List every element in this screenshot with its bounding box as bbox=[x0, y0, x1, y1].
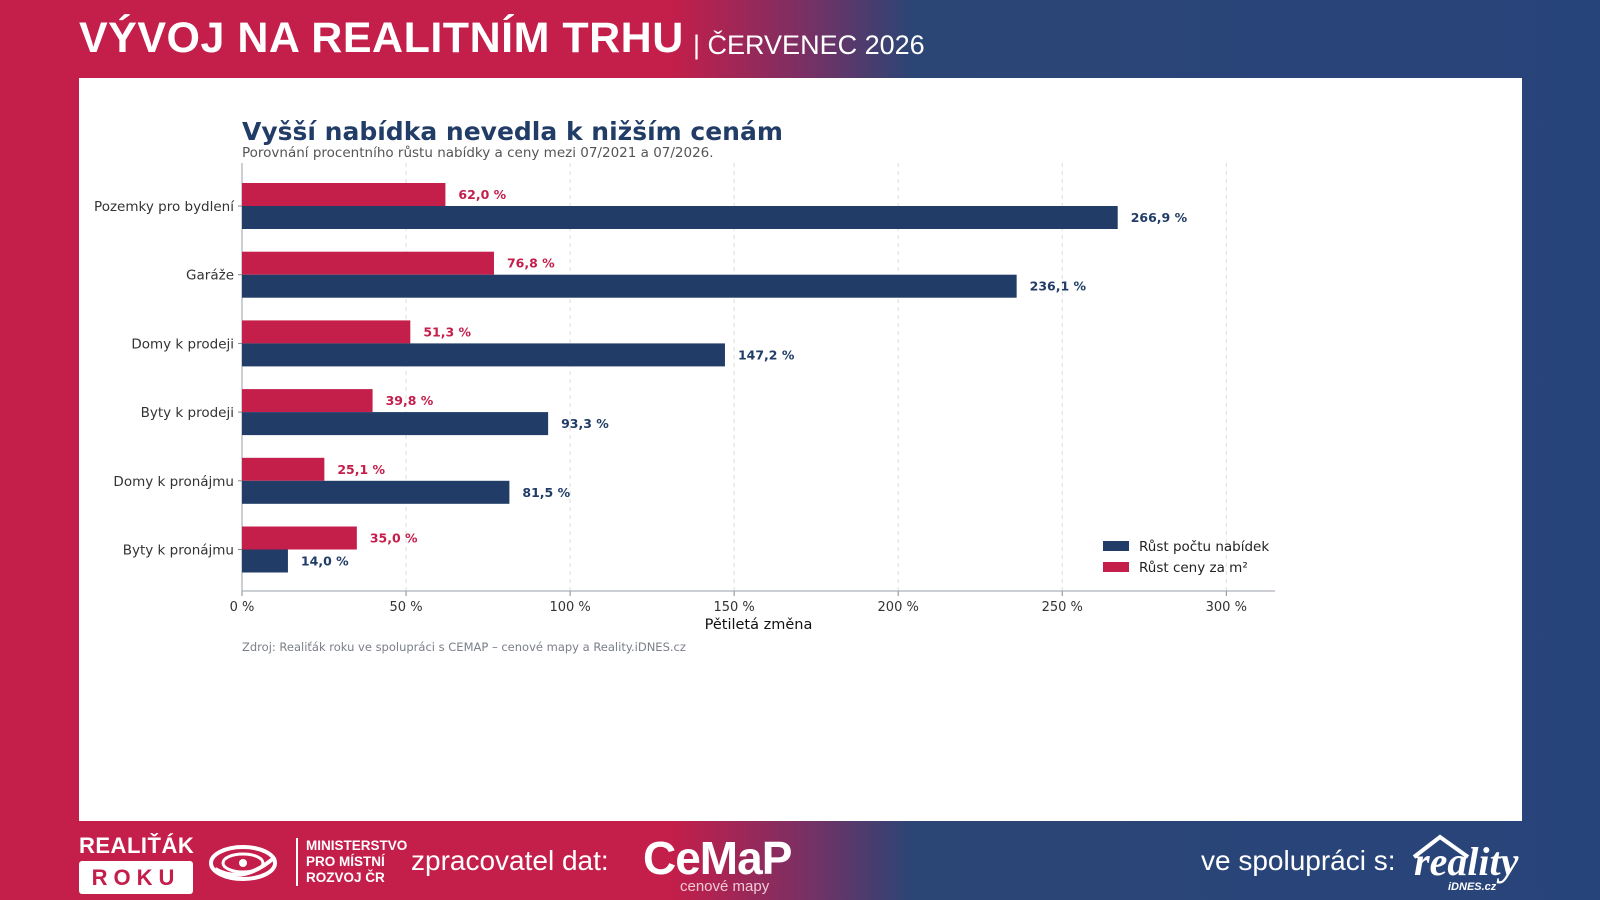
data-label-price: 76,8 % bbox=[507, 256, 555, 271]
report-date: ČERVENEC 2026 bbox=[707, 30, 925, 60]
data-label-price: 39,8 % bbox=[386, 393, 434, 408]
x-tick-label: 300 % bbox=[1206, 600, 1247, 615]
data-processor-label: zpracovatel dat: bbox=[411, 845, 609, 876]
bar-offers-growth bbox=[242, 480, 510, 504]
cemap-tagline: cenové mapy bbox=[680, 878, 770, 895]
bar-price-growth bbox=[242, 320, 411, 344]
ministry-logo-icon bbox=[209, 845, 277, 881]
category-label: Domy k pronájmu bbox=[113, 474, 234, 490]
ministry-name: MINISTERSTVO PRO MÍSTNÍ ROZVOJ ČR bbox=[296, 838, 407, 886]
realitak-badge-title: REALIŤÁK bbox=[79, 833, 195, 858]
chart-subtitle: Porovnání procentního růstu nabídky a ce… bbox=[242, 145, 714, 161]
legend-label: Růst počtu nabídek bbox=[1139, 539, 1269, 555]
bar-price-growth bbox=[242, 389, 373, 413]
header-banner: VÝVOJ NA REALITNÍM TRHU | ČERVENEC 2026 bbox=[0, 0, 1600, 78]
data-label-price: 62,0 % bbox=[458, 187, 506, 202]
chart-source: Zdroj: Realiťák roku ve spolupráci s CEM… bbox=[242, 640, 686, 654]
chart-panel: Vyšší nabídka nevedla k nižším cenám Poro… bbox=[79, 78, 1522, 821]
data-label-offers: 14,0 % bbox=[301, 554, 349, 569]
bar-offers-growth bbox=[242, 206, 1118, 229]
data-label-offers: 81,5 % bbox=[522, 485, 570, 500]
data-label-offers: 266,9 % bbox=[1131, 210, 1188, 225]
x-axis-label: Pětiletá změna bbox=[705, 617, 813, 633]
x-tick-label: 0 % bbox=[230, 600, 255, 615]
bar-chart: Vyšší nabídka nevedla k nižším cenámPoro… bbox=[94, 117, 1275, 654]
category-label: Domy k prodeji bbox=[131, 336, 234, 352]
legend-swatch bbox=[1103, 562, 1129, 572]
category-label: Byty k prodeji bbox=[141, 405, 234, 421]
ministry-line-2: PRO MÍSTNÍ bbox=[306, 854, 385, 869]
bar-offers-growth bbox=[242, 549, 288, 573]
realitak-badge-box: ROKU bbox=[79, 861, 193, 894]
reality-tagline: iDNES.cz bbox=[1448, 881, 1497, 893]
x-tick-label: 100 % bbox=[549, 600, 590, 615]
x-tick-label: 200 % bbox=[878, 600, 919, 615]
reality-logo: reality bbox=[1414, 839, 1519, 884]
bar-price-growth bbox=[242, 183, 446, 206]
title-separator: | bbox=[693, 30, 701, 60]
bar-price-growth bbox=[242, 457, 325, 481]
x-tick-label: 50 % bbox=[390, 600, 423, 615]
bar-offers-growth bbox=[242, 412, 549, 436]
chart-title: Vyšší nabídka nevedla k nižším cenám bbox=[242, 117, 783, 146]
bar-offers-growth bbox=[242, 343, 725, 367]
page-subtitle: | ČERVENEC 2026 bbox=[693, 30, 925, 61]
cemap-logo: CeMaP bbox=[643, 832, 792, 884]
category-label: Garáže bbox=[186, 268, 234, 284]
footer-bar: REALIŤÁK ROKU MINISTERSTVO PRO MÍSTNÍ RO… bbox=[0, 821, 1600, 900]
page-title: VÝVOJ NA REALITNÍM TRHU bbox=[79, 14, 684, 62]
ministry-line-1: MINISTERSTVO bbox=[306, 838, 408, 853]
bar-price-growth bbox=[242, 251, 494, 275]
bar-offers-growth bbox=[242, 274, 1017, 298]
category-label: Pozemky pro bydlení bbox=[94, 199, 235, 215]
house-roof-icon bbox=[1412, 834, 1470, 859]
data-label-price: 51,3 % bbox=[423, 324, 471, 339]
data-label-price: 35,0 % bbox=[370, 531, 418, 546]
category-label: Byty k pronájmu bbox=[123, 543, 234, 559]
cooperation-label: ve spolupráci s: bbox=[1201, 845, 1396, 876]
x-tick-label: 150 % bbox=[713, 600, 754, 615]
legend-label: Růst ceny za m² bbox=[1139, 560, 1248, 576]
bar-price-growth bbox=[242, 526, 357, 550]
x-tick-label: 250 % bbox=[1042, 600, 1083, 615]
legend-swatch bbox=[1103, 541, 1129, 551]
data-label-price: 25,1 % bbox=[337, 462, 385, 477]
ministry-line-3: ROZVOJ ČR bbox=[306, 870, 385, 885]
data-label-offers: 236,1 % bbox=[1030, 279, 1087, 294]
data-label-offers: 93,3 % bbox=[561, 416, 609, 431]
data-label-offers: 147,2 % bbox=[738, 347, 795, 362]
